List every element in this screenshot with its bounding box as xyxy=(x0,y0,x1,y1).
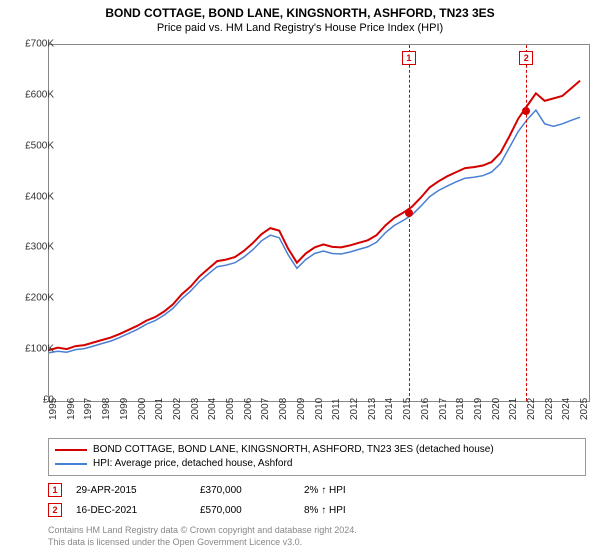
x-axis-label: 2024 xyxy=(561,398,572,420)
footer-text: Contains HM Land Registry data © Crown c… xyxy=(48,524,357,548)
x-axis-label: 2015 xyxy=(402,398,413,420)
sale-pct: 8% ↑ HPI xyxy=(304,505,424,516)
legend-swatch xyxy=(55,449,87,451)
sale-row-marker: 2 xyxy=(48,503,62,517)
sale-date: 16-DEC-2021 xyxy=(76,505,196,516)
x-axis-label: 2003 xyxy=(190,398,201,420)
x-axis-label: 1996 xyxy=(66,398,77,420)
sale-price: £370,000 xyxy=(200,485,300,496)
sale-marker-box: 1 xyxy=(402,51,416,65)
legend-swatch xyxy=(55,463,87,465)
sale-price: £570,000 xyxy=(200,505,300,516)
x-axis-label: 2004 xyxy=(207,398,218,420)
x-axis-label: 2002 xyxy=(172,398,183,420)
sale-row: 1 29-APR-2015 £370,000 2% ↑ HPI xyxy=(48,480,424,500)
y-axis-label: £500K xyxy=(10,140,54,151)
x-axis-label: 2000 xyxy=(137,398,148,420)
legend-item: HPI: Average price, detached house, Ashf… xyxy=(55,457,579,471)
x-axis-label: 2016 xyxy=(420,398,431,420)
sale-row-marker: 1 xyxy=(48,483,62,497)
x-axis-label: 2009 xyxy=(296,398,307,420)
x-axis-label: 2012 xyxy=(349,398,360,420)
sale-pct: 2% ↑ HPI xyxy=(304,485,424,496)
x-axis-label: 2023 xyxy=(544,398,555,420)
sale-row: 2 16-DEC-2021 £570,000 8% ↑ HPI xyxy=(48,500,424,520)
series-line xyxy=(49,110,580,353)
legend-label: BOND COTTAGE, BOND LANE, KINGSNORTH, ASH… xyxy=(93,443,494,457)
footer-line-2: This data is licensed under the Open Gov… xyxy=(48,536,357,548)
chart-container: BOND COTTAGE, BOND LANE, KINGSNORTH, ASH… xyxy=(0,0,600,560)
y-axis-label: £300K xyxy=(10,242,54,253)
legend-item: BOND COTTAGE, BOND LANE, KINGSNORTH, ASH… xyxy=(55,443,579,457)
plot-area: 12 xyxy=(48,44,590,402)
x-axis-label: 1998 xyxy=(101,398,112,420)
x-axis-label: 2005 xyxy=(225,398,236,420)
legend-label: HPI: Average price, detached house, Ashf… xyxy=(93,457,292,471)
series-line xyxy=(49,81,580,351)
x-axis-label: 2022 xyxy=(526,398,537,420)
footer-line-1: Contains HM Land Registry data © Crown c… xyxy=(48,524,357,536)
x-axis-label: 1995 xyxy=(48,398,59,420)
y-axis-label: £200K xyxy=(10,293,54,304)
sale-marker-line xyxy=(526,45,527,401)
x-axis-label: 1999 xyxy=(119,398,130,420)
x-axis-label: 2018 xyxy=(455,398,466,420)
sale-marker-dot xyxy=(405,209,413,217)
sales-table: 1 29-APR-2015 £370,000 2% ↑ HPI 2 16-DEC-2021… xyxy=(48,480,424,520)
sale-date: 29-APR-2015 xyxy=(76,485,196,496)
x-axis-label: 2025 xyxy=(579,398,590,420)
x-axis-label: 2010 xyxy=(314,398,325,420)
sale-marker-line xyxy=(409,45,410,401)
x-axis-label: 2001 xyxy=(154,398,165,420)
x-axis-label: 2020 xyxy=(491,398,502,420)
x-axis-label: 2021 xyxy=(508,398,519,420)
y-axis-label: £700K xyxy=(10,39,54,50)
x-axis-label: 2013 xyxy=(367,398,378,420)
chart-title: BOND COTTAGE, BOND LANE, KINGSNORTH, ASH… xyxy=(0,0,600,20)
x-axis-label: 1997 xyxy=(83,398,94,420)
sale-marker-dot xyxy=(522,107,530,115)
x-axis-label: 2017 xyxy=(438,398,449,420)
x-axis-label: 2007 xyxy=(260,398,271,420)
y-axis-label: £400K xyxy=(10,191,54,202)
sale-marker-box: 2 xyxy=(519,51,533,65)
chart-subtitle: Price paid vs. HM Land Registry's House … xyxy=(0,20,600,38)
x-axis-label: 2006 xyxy=(243,398,254,420)
legend-box: BOND COTTAGE, BOND LANE, KINGSNORTH, ASH… xyxy=(48,438,586,476)
y-axis-label: £100K xyxy=(10,344,54,355)
x-axis-label: 2014 xyxy=(384,398,395,420)
x-axis-label: 2019 xyxy=(473,398,484,420)
y-axis-label: £600K xyxy=(10,89,54,100)
plot-svg xyxy=(49,45,589,401)
x-axis-label: 2008 xyxy=(278,398,289,420)
x-axis-label: 2011 xyxy=(331,398,342,420)
